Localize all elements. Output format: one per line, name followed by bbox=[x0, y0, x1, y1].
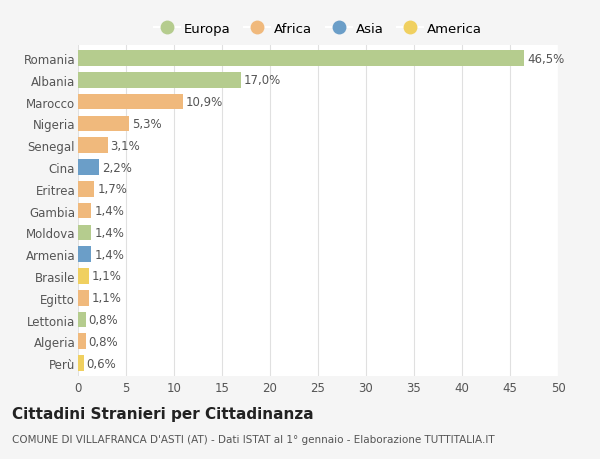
Legend: Europa, Africa, Asia, America: Europa, Africa, Asia, America bbox=[154, 23, 482, 36]
Text: COMUNE DI VILLAFRANCA D'ASTI (AT) - Dati ISTAT al 1° gennaio - Elaborazione TUTT: COMUNE DI VILLAFRANCA D'ASTI (AT) - Dati… bbox=[12, 434, 494, 444]
Text: 10,9%: 10,9% bbox=[185, 96, 223, 109]
Bar bbox=[78, 247, 91, 263]
Text: 1,4%: 1,4% bbox=[94, 226, 124, 239]
Text: 5,3%: 5,3% bbox=[132, 118, 161, 131]
Bar bbox=[78, 290, 89, 306]
Text: Cittadini Stranieri per Cittadinanza: Cittadini Stranieri per Cittadinanza bbox=[12, 406, 314, 421]
Bar bbox=[78, 51, 524, 67]
Bar bbox=[78, 160, 99, 175]
Bar bbox=[78, 73, 241, 89]
Bar bbox=[78, 356, 84, 371]
Text: 1,7%: 1,7% bbox=[97, 183, 127, 196]
Bar bbox=[78, 312, 86, 328]
Bar bbox=[78, 116, 129, 132]
Bar bbox=[78, 269, 89, 284]
Bar bbox=[78, 334, 86, 349]
Bar bbox=[78, 182, 94, 197]
Bar bbox=[78, 203, 91, 219]
Bar bbox=[78, 225, 91, 241]
Text: 3,1%: 3,1% bbox=[110, 140, 140, 152]
Text: 17,0%: 17,0% bbox=[244, 74, 281, 87]
Text: 2,2%: 2,2% bbox=[102, 161, 132, 174]
Text: 1,4%: 1,4% bbox=[94, 205, 124, 218]
Text: 0,8%: 0,8% bbox=[89, 313, 118, 326]
Text: 0,8%: 0,8% bbox=[89, 335, 118, 348]
Bar bbox=[78, 138, 108, 154]
Text: 1,4%: 1,4% bbox=[94, 248, 124, 261]
Text: 46,5%: 46,5% bbox=[527, 52, 565, 66]
Text: 1,1%: 1,1% bbox=[91, 291, 121, 305]
Bar bbox=[78, 95, 182, 110]
Text: 1,1%: 1,1% bbox=[91, 270, 121, 283]
Text: 0,6%: 0,6% bbox=[86, 357, 116, 370]
